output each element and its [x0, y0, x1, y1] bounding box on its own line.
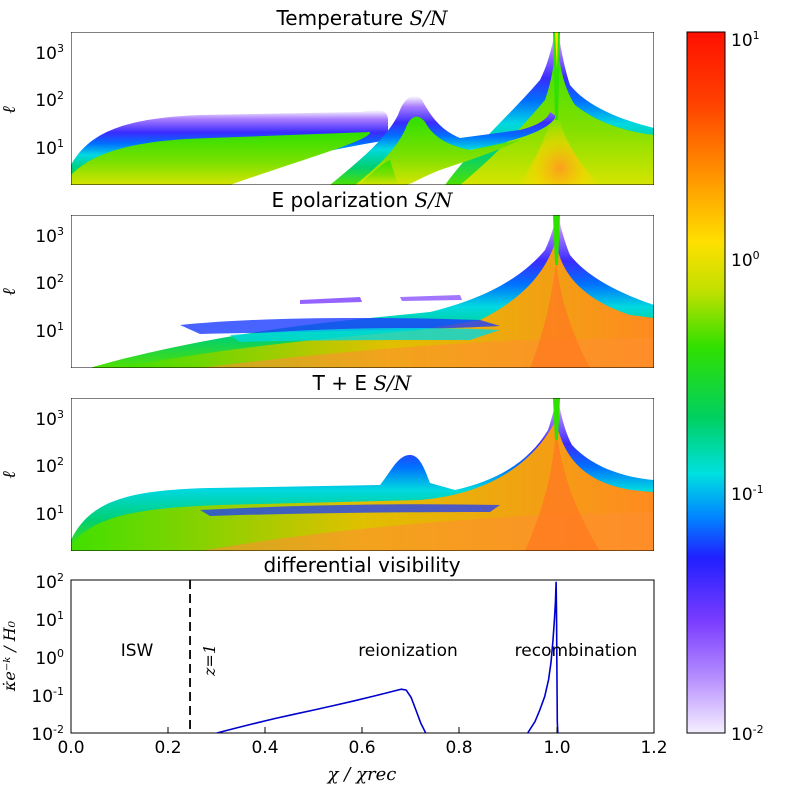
yticks-visibility: 10-2 10-1 100 101 102 — [31, 571, 64, 745]
ytick-label: 102 — [35, 571, 64, 593]
xtick-label: 0.8 — [445, 738, 472, 758]
series-reionization — [216, 688, 427, 733]
title-t-plus-e: T + E S/N — [312, 371, 413, 395]
ytick-label: 103 — [35, 225, 64, 247]
colorbar-tick-label: 101 — [731, 29, 760, 51]
ytick-label: 102 — [35, 455, 64, 477]
ylabel-visibility: κ̇e⁻ᵏ / H₀ — [0, 620, 19, 692]
colorbar-tick-label: 10-2 — [731, 723, 764, 745]
xticks: 0.0 0.2 0.4 0.6 0.8 1.0 1.2 — [57, 738, 667, 758]
xtick-label: 1.0 — [543, 738, 570, 758]
ylabel-temperature: ℓ — [0, 106, 20, 114]
ytick-label: 10-1 — [31, 685, 64, 707]
annotation-reionization: reionization — [358, 641, 458, 661]
ylabel-t-plus-e: ℓ — [0, 471, 20, 479]
heatmap-temperature — [71, 32, 654, 185]
annotation-recombination: recombination — [515, 641, 638, 661]
ytick-label: 101 — [35, 609, 64, 631]
panel-temperature: Temperature S/N ℓ 101 102 103 — [0, 6, 654, 185]
yticks-temperature: 101 102 103 — [35, 42, 64, 159]
xtick-label: 1.2 — [640, 738, 667, 758]
colorbar-gradient — [686, 31, 726, 734]
ylabel-e-polarization: ℓ — [0, 288, 20, 296]
ytick-label: 103 — [35, 408, 64, 430]
ytick-label: 102 — [35, 272, 64, 294]
title-e-polarization: E polarization S/N — [272, 188, 454, 212]
heatmap-t-plus-e — [71, 398, 654, 551]
series-recombination — [527, 581, 559, 733]
title-temperature: Temperature S/N — [275, 6, 449, 30]
heatmap-e-polarization — [71, 215, 654, 368]
colorbar: 101 100 10-1 10-2 — [686, 29, 764, 745]
panel-t-plus-e: T + E S/N ℓ 101 102 103 — [0, 371, 654, 551]
ytick-label: 103 — [35, 42, 64, 64]
colorbar-tick-label: 10-1 — [731, 483, 764, 505]
xlabel: χ / χrec — [326, 764, 397, 785]
ytick-label: 10-2 — [31, 723, 64, 745]
panel-differential-visibility: differential visibility ISW z=1 reioniza… — [0, 553, 668, 785]
yticks-e-polarization: 101 102 103 — [35, 225, 64, 342]
yticks-t-plus-e: 101 102 103 — [35, 408, 64, 525]
ytick-label: 101 — [35, 320, 64, 342]
xtick-label: 0.6 — [348, 738, 375, 758]
ytick-label: 101 — [35, 137, 64, 159]
ytick-label: 100 — [35, 647, 64, 669]
panel-e-polarization: E polarization S/N ℓ 101 102 103 — [0, 188, 654, 368]
recombination-spike — [553, 32, 560, 120]
ytick-label: 101 — [35, 503, 64, 525]
xtick-label: 0.4 — [251, 738, 278, 758]
annotation-isw: ISW — [121, 641, 154, 661]
xtick-marks — [167, 727, 558, 733]
xtick-label: 0.0 — [57, 738, 84, 758]
xtick-label: 0.2 — [154, 738, 181, 758]
annotation-z1: z=1 — [200, 644, 219, 677]
ytick-label: 102 — [35, 89, 64, 111]
colorbar-tick-label: 100 — [731, 249, 760, 271]
title-differential-visibility: differential visibility — [263, 553, 460, 577]
